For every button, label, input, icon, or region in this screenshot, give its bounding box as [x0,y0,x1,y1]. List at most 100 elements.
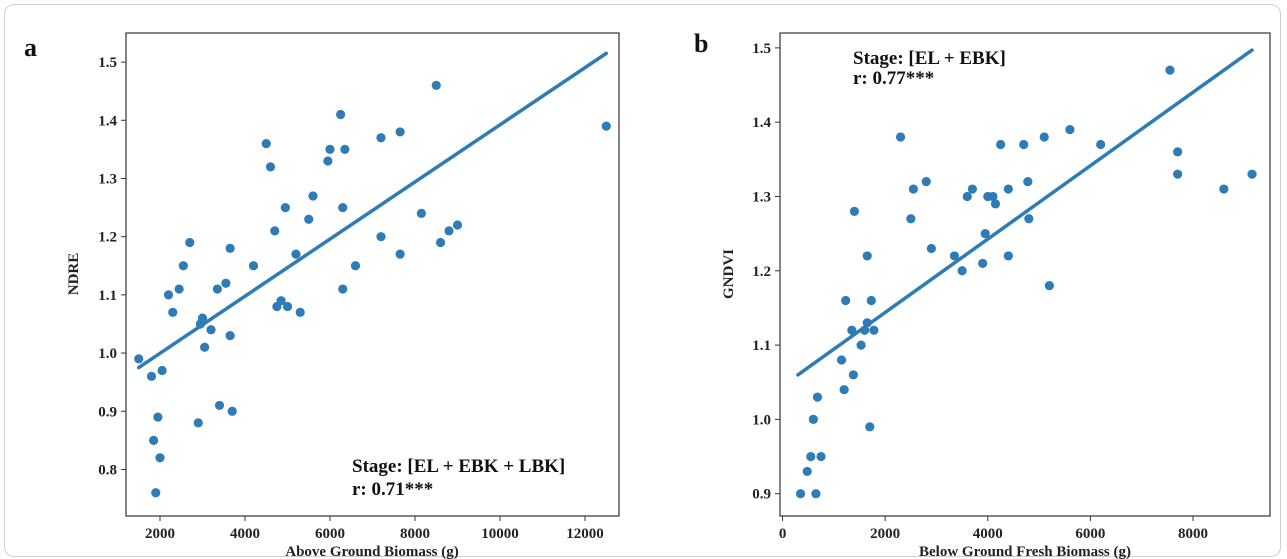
panel-b-data-point [856,340,866,350]
panel-b-data-point [849,206,859,216]
panel-a-y-tick-label: 1.5 [98,55,117,71]
panel-b-data-point [836,355,847,365]
panel-a-x-tick-label: 2000 [145,526,175,542]
panel-a-data-point [376,133,386,143]
panel-b-data-point [839,385,849,395]
panel-a-data-point [282,301,293,312]
panel-b-data-point [988,191,998,202]
panel-a-data-point [146,371,157,381]
panel-a-r-annotation: r: 0.71*** [352,479,433,500]
panel-a-data-point [265,162,276,172]
panel-a-data-point [155,453,165,463]
panel-a-data-point [295,307,305,317]
panel-b-data-point [1065,125,1075,135]
panel-a-data-point [308,191,318,201]
panel-a-data-point [340,144,350,154]
panel-a-y-tick-label: 0.8 [98,462,117,478]
panel-a-data-point [134,354,144,364]
panel-b-data-point [906,214,916,224]
panel-a-data-point [338,284,348,294]
panel-b-data-point [1247,169,1257,179]
panel-a-data-point [174,284,184,294]
panel-a-y-tick-label: 0.9 [98,404,117,420]
panel-a-data-point [395,127,405,137]
panel-a-y-axis-label: NDRE [66,253,82,296]
panel-a-data-point [227,406,237,416]
panel-a-data-point [153,412,163,422]
panel-a-y-tick-label: 1.0 [98,346,117,362]
panel-a-data-point [151,488,161,498]
panel-b-ticks: 0 2000 4000 6000 8000 0.9 1.0 1.1 1.2 1.3 1.4 1.5 [752,41,1208,542]
panel-a-data-point [225,331,235,341]
panel-b-data-point [1024,214,1034,224]
panel-b-data-point [957,266,967,276]
panel-b-x-tick-label: 0 [779,526,787,542]
panel-a-data-point [416,208,426,218]
panel-b-data-point [866,295,876,306]
panel-b-data-point [806,451,816,462]
panel-b-data-point [1003,251,1013,261]
panel-a-data-point [225,243,235,253]
panel-b-data-point [1173,147,1183,157]
panel-b-data-point [812,392,823,402]
panel-a-data-point [323,156,333,166]
panel-a-y-tick-label: 1.1 [98,288,117,304]
panel-b-stage-annotation: Stage: [EL + EBK] [853,48,1006,69]
panel-b-data-point [1044,281,1054,291]
panel-b-x-axis-label: Below Ground Fresh Biomass (g) [919,544,1131,559]
panel-a-data-point [280,202,290,213]
panel-a-stage-annotation: Stage: [EL + EBK + LBK] [352,456,565,477]
panel-b-x-tick-label: 4000 [973,526,1003,542]
panel-a-data-point [248,261,259,271]
panel-b-data-point [865,422,875,432]
panel-b-regression-line [796,48,1254,377]
panel-b-data-point [869,325,879,335]
panel-a-y-tick-label: 1.2 [98,230,117,246]
panel-a-data-point [376,232,386,242]
panel-a-y-tick-label: 1.4 [98,113,117,129]
panel-b-data-point [921,177,931,187]
panel-b-data-point [860,325,870,335]
panel-b-data-point [949,251,960,261]
panel-a-x-tick-label: 4000 [230,526,260,542]
panel-b-data-point [795,489,806,499]
panel-a-points [134,80,611,498]
panel-a-x-axis-label: Above Ground Biomass (g) [285,544,459,559]
panel-a-data-point [336,109,346,120]
panel-b-data-point [862,251,872,261]
panel-b-y-axis-label: GNDVI [721,249,737,299]
panel-a-data-point [200,342,210,352]
panel-b-data-point [808,414,818,424]
panel-b-r-annotation: r: 0.77*** [853,68,934,89]
panel-b-data-point [1023,177,1033,187]
panel-b-data-point [1219,184,1229,194]
panel-a-data-point [178,261,188,271]
panel-b-data-point [811,489,821,499]
panel-a-data-point [157,365,167,376]
panel-a-x-tick-label: 8000 [400,526,430,542]
panel-a-data-point [163,290,174,300]
panel-b-fit-line-group [796,48,1254,377]
panel-b-data-point [980,229,990,239]
panel-b-x-tick-label: 8000 [1178,526,1208,542]
panel-a-data-point [304,214,314,224]
panel-a-x-tick-label: 10000 [481,526,519,542]
panel-b-data-point [816,451,826,462]
panel-a-plot-area [125,32,620,517]
panel-b: b 0 2000 4000 6000 8000 0.9 1.0 1.1 1.2 1.3 1.4 1.5… [694,29,1271,559]
panel-a-data-point [185,237,195,248]
panel-a-data-point [221,278,231,288]
panel-a-regression-line [137,51,608,370]
panel-a-data-point [435,237,446,248]
panel-b-data-point [1096,139,1106,150]
panel-b-data-point [848,370,858,380]
panel-a-data-point [350,261,361,271]
panel-b-letter: b [694,29,708,58]
panel-b-y-tick-label: 1.3 [752,189,771,205]
panel-b-data-point [967,184,978,194]
panel-b-y-tick-label: 1.4 [752,115,771,131]
panel-b-plot-area [779,32,1271,517]
panel-a-data-point [431,80,441,90]
panel-a-data-point [601,121,611,131]
panel-b-data-point [862,318,872,328]
